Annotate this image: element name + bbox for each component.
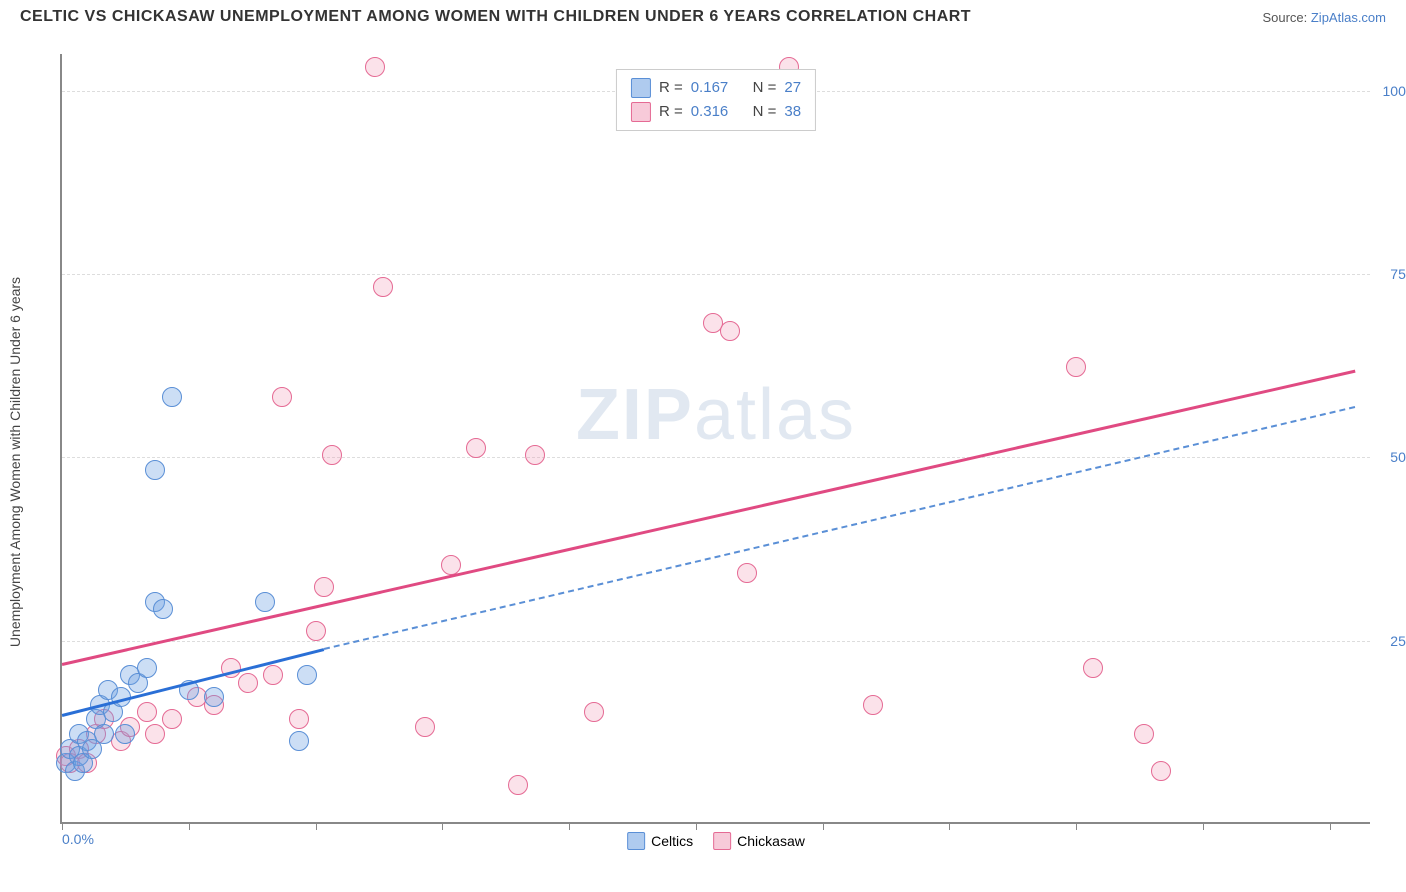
data-point [162,709,182,729]
legend-item-celtics: Celtics [627,832,693,850]
data-point [466,438,486,458]
stats-row-celtics: R = 0.167 N = 27 [631,76,801,100]
y-tick-label: 50.0% [1390,449,1406,465]
data-point [137,702,157,722]
data-point [94,724,114,744]
x-tick [1330,822,1331,830]
y-tick-label: 100.0% [1383,83,1406,99]
y-tick-label: 75.0% [1390,266,1406,282]
chart-title: CELTIC VS CHICKASAW UNEMPLOYMENT AMONG W… [20,8,971,26]
y-axis-label: Unemployment Among Women with Children U… [7,277,23,647]
x-tick [442,822,443,830]
x-tick [1076,822,1077,830]
data-point [153,599,173,619]
data-point [322,445,342,465]
data-point [306,621,326,641]
data-point [297,665,317,685]
data-point [255,592,275,612]
data-point [145,724,165,744]
legend-item-chickasaw: Chickasaw [713,832,805,850]
data-point [525,445,545,465]
data-point [1083,658,1103,678]
gridline [62,457,1370,458]
watermark: ZIPatlas [576,374,856,456]
data-point [508,775,528,795]
y-tick-label: 25.0% [1390,633,1406,649]
data-point [204,687,224,707]
series-legend: Celtics Chickasaw [627,832,805,850]
x-tick [949,822,950,830]
data-point [238,673,258,693]
data-point [272,387,292,407]
data-point [365,57,385,77]
gridline [62,641,1370,642]
x-tick-label: 0.0% [62,831,94,847]
celtics-swatch-icon [631,78,651,98]
source-attribution: Source: ZipAtlas.com [1262,10,1386,25]
chickasaw-swatch-icon [631,102,651,122]
data-point [1134,724,1154,744]
stats-row-chickasaw: R = 0.316 N = 38 [631,100,801,124]
data-point [162,387,182,407]
data-point [289,709,309,729]
trend-line [62,369,1356,665]
x-tick [696,822,697,830]
data-point [115,724,135,744]
data-point [720,321,740,341]
x-tick [569,822,570,830]
data-point [314,577,334,597]
data-point [1066,357,1086,377]
header: CELTIC VS CHICKASAW UNEMPLOYMENT AMONG W… [0,0,1406,34]
x-tick [189,822,190,830]
data-point [737,563,757,583]
stats-legend: R = 0.167 N = 27 R = 0.316 N = 38 [616,69,816,131]
data-point [373,277,393,297]
x-tick [1203,822,1204,830]
x-tick [823,822,824,830]
source-link[interactable]: ZipAtlas.com [1311,10,1386,25]
data-point [1151,761,1171,781]
data-point [263,665,283,685]
chickasaw-swatch-icon [713,832,731,850]
data-point [415,717,435,737]
data-point [863,695,883,715]
x-tick [62,822,63,830]
plot-area: ZIPatlas R = 0.167 N = 27 R = 0.316 N = … [60,54,1370,824]
x-tick [316,822,317,830]
data-point [145,460,165,480]
chart-container: Unemployment Among Women with Children U… [50,44,1380,864]
data-point [584,702,604,722]
data-point [137,658,157,678]
celtics-swatch-icon [627,832,645,850]
gridline [62,274,1370,275]
data-point [289,731,309,751]
